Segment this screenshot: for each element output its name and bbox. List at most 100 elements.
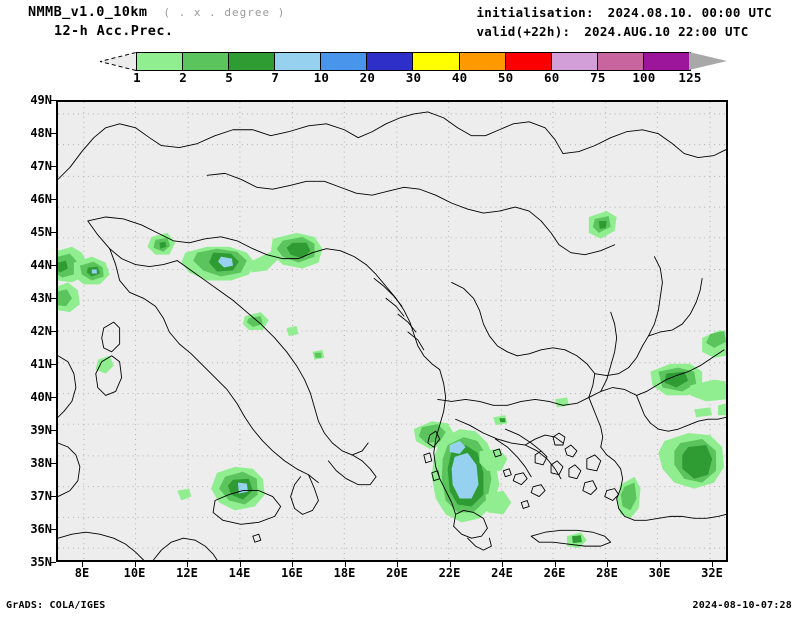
map-coastlines — [58, 111, 726, 560]
y-tick-mark-35N — [50, 562, 56, 563]
x-tick-mark-16E — [292, 562, 293, 567]
y-tick-label-38N: 38N — [30, 456, 52, 470]
y-tick-mark-49N — [50, 100, 56, 101]
colorbar-cell-100 — [643, 53, 690, 70]
model-title: NMMB_v1.0_10km — [28, 4, 148, 20]
footer-source: GrADS: COLA/IGES — [6, 600, 106, 611]
colorbar-label-125: 125 — [678, 70, 702, 85]
y-tick-label-36N: 36N — [30, 522, 52, 536]
x-tick-mark-20E — [397, 562, 398, 567]
colorbar-cell-40 — [459, 53, 506, 70]
colorbar-label-75: 75 — [590, 70, 606, 85]
y-tick-label-37N: 37N — [30, 489, 52, 503]
initialisation-label: initialisation: — [476, 5, 594, 20]
y-tick-label-35N: 35N — [30, 555, 52, 569]
x-tick-mark-30E — [659, 562, 661, 567]
y-tick-mark-38N — [50, 463, 56, 464]
colorbar-label-5: 5 — [225, 70, 234, 85]
precipitation-field — [58, 211, 726, 549]
colorbar-label-7: 7 — [271, 70, 280, 85]
y-tick-label-46N: 46N — [30, 192, 52, 206]
y-tick-mark-37N — [50, 496, 56, 497]
x-tick-mark-10E — [134, 562, 136, 567]
valid-time-label: valid(+22h): — [476, 24, 571, 39]
y-tick-mark-45N — [50, 232, 56, 233]
x-tick-mark-24E — [502, 562, 503, 567]
colorbar-label-100: 100 — [632, 70, 656, 85]
colorbar-under-arrow — [100, 52, 138, 71]
y-tick-label-48N: 48N — [30, 126, 52, 140]
y-tick-label-42N: 42N — [30, 324, 52, 338]
x-tick-mark-18E — [344, 562, 346, 567]
x-tick-label-8E: 8E — [74, 566, 90, 580]
colorbar-cell-75 — [597, 53, 644, 70]
colorbar-label-10: 10 — [313, 70, 330, 85]
x-tick-label-16E: 16E — [281, 566, 303, 580]
colorbar-cell-50 — [505, 53, 552, 70]
y-tick-mark-48N — [50, 133, 56, 134]
valid-time-value: 2024.AUG.10 22:00 UTC — [584, 24, 749, 39]
valid-time-line: valid(+22h): 2024.AUG.10 22:00 UTC — [476, 24, 772, 39]
y-tick-label-44N: 44N — [30, 258, 52, 272]
x-tick-mark-8E — [82, 562, 83, 567]
x-tick-mark-12E — [187, 562, 188, 567]
y-tick-mark-36N — [50, 529, 56, 530]
colorbar-cell-7 — [275, 53, 322, 70]
y-tick-mark-42N — [50, 331, 56, 332]
y-tick-mark-46N — [50, 199, 56, 200]
colorbar-label-40: 40 — [451, 70, 468, 85]
x-tick-label-18E: 18E — [333, 566, 356, 580]
x-tick-label-26E: 26E — [543, 566, 566, 580]
colorbar-label-1: 1 — [133, 70, 141, 85]
y-tick-label-41N: 41N — [30, 357, 52, 371]
colorbar-cell-2 — [183, 53, 230, 70]
colorbar: 1 2 5 7 10 20 30 40 50 60 75 100 125 — [0, 52, 800, 86]
x-tick-mark-14E — [239, 562, 241, 567]
colorbar-label-20: 20 — [359, 70, 376, 85]
y-tick-mark-41N — [50, 364, 56, 365]
colorbar-label-60: 60 — [544, 70, 560, 85]
y-tick-label-49N: 49N — [30, 93, 52, 107]
map-plot-area[interactable] — [56, 100, 728, 562]
colorbar-cell-30 — [413, 53, 460, 70]
map-gridlines — [58, 102, 726, 560]
y-tick-mark-44N — [50, 265, 56, 266]
x-tick-label-10E: 10E — [123, 566, 146, 580]
x-tick-label-32E: 32E — [701, 566, 723, 580]
colorbar-strip — [136, 52, 691, 71]
x-tick-label-14E: 14E — [228, 566, 251, 580]
y-tick-mark-43N — [50, 298, 56, 299]
x-tick-label-20E: 20E — [386, 566, 408, 580]
x-tick-label-24E: 24E — [491, 566, 513, 580]
header-right-block: initialisation: 2024.08.10. 00:00 UTC va… — [476, 5, 772, 43]
colorbar-label-50: 50 — [497, 70, 514, 85]
y-tick-mark-39N — [50, 430, 56, 431]
x-tick-mark-32E — [712, 562, 713, 567]
y-tick-label-47N: 47N — [30, 159, 52, 173]
colorbar-cell-60 — [551, 53, 598, 70]
y-tick-mark-47N — [50, 166, 56, 167]
y-tick-label-39N: 39N — [30, 423, 52, 437]
x-tick-label-12E: 12E — [176, 566, 198, 580]
header-left-block: NMMB_v1.0_10km ( . x . degree ) 12-h Acc… — [28, 4, 448, 39]
grid-resolution-subtitle: ( . x . degree ) — [163, 6, 286, 19]
x-tick-label-30E: 30E — [648, 566, 671, 580]
model-title-row: NMMB_v1.0_10km ( . x . degree ) — [28, 4, 448, 20]
y-tick-label-43N: 43N — [30, 291, 52, 305]
x-tick-label-22E: 22E — [438, 566, 461, 580]
colorbar-cell-20 — [367, 53, 414, 70]
colorbar-label-30: 30 — [405, 70, 422, 85]
field-title: 12-h Acc.Prec. — [54, 23, 174, 39]
colorbar-cell-10 — [321, 53, 368, 70]
x-tick-label-28E: 28E — [596, 566, 618, 580]
x-tick-mark-22E — [449, 562, 451, 567]
y-tick-label-40N: 40N — [30, 390, 52, 404]
y-tick-mark-40N — [50, 397, 56, 398]
x-tick-mark-28E — [607, 562, 608, 567]
x-tick-mark-26E — [554, 562, 556, 567]
colorbar-cell-1 — [137, 53, 184, 70]
initialisation-line: initialisation: 2024.08.10. 00:00 UTC — [476, 5, 772, 20]
colorbar-over-arrow — [689, 52, 727, 70]
colorbar-label-2: 2 — [179, 70, 187, 85]
y-tick-label-45N: 45N — [30, 225, 52, 239]
